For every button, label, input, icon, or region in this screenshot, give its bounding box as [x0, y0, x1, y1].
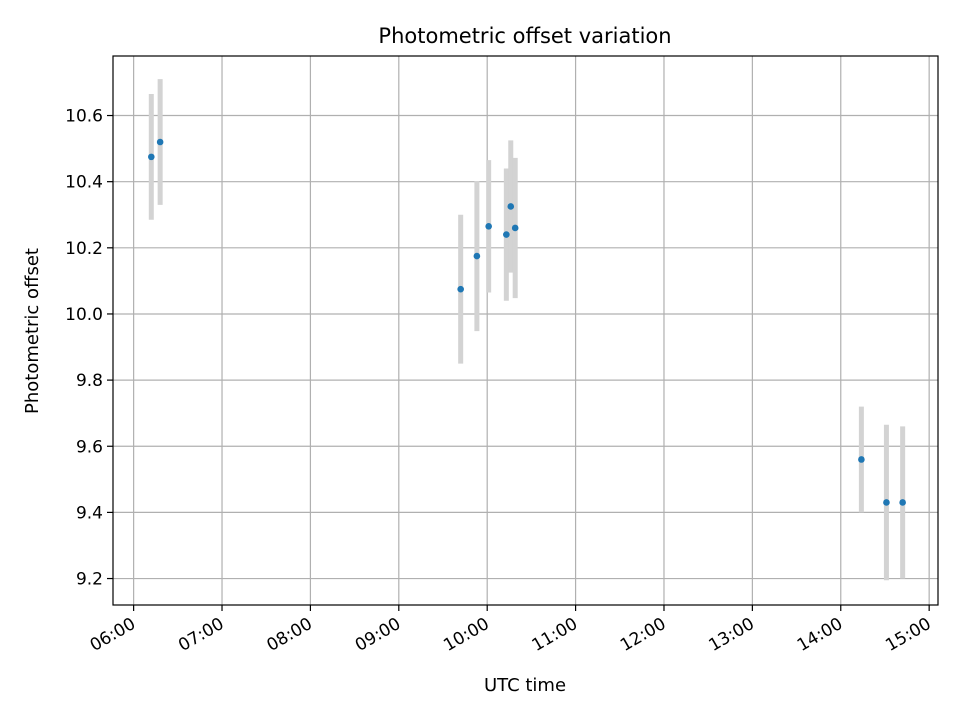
data-point [156, 138, 164, 146]
data-point [511, 224, 519, 232]
data-point [503, 231, 510, 238]
data-point [148, 153, 155, 161]
data-point [858, 456, 865, 463]
y-tick-label: 9.4 [76, 503, 103, 523]
data-point [485, 223, 492, 230]
y-tick-label: 10.6 [65, 107, 103, 127]
y-tick-label: 10.2 [65, 239, 103, 259]
y-tick-label: 9.2 [76, 570, 103, 590]
y-tick-label: 9.6 [76, 437, 103, 457]
y-tick-label: 9.8 [76, 371, 103, 391]
data-point [457, 285, 464, 293]
chart-title: Photometric offset variation [378, 24, 671, 48]
data-point [473, 252, 481, 260]
x-axis-label: UTC time [484, 675, 566, 696]
y-tick-label: 10.4 [65, 173, 103, 193]
y-axis-label: Photometric offset [22, 248, 43, 414]
data-point [507, 203, 515, 210]
data-point [883, 499, 890, 506]
data-points [148, 138, 906, 506]
y-tick-label: 10.0 [65, 305, 103, 325]
grid [113, 56, 938, 605]
data-point [899, 499, 906, 506]
plot-frame [112, 55, 939, 606]
